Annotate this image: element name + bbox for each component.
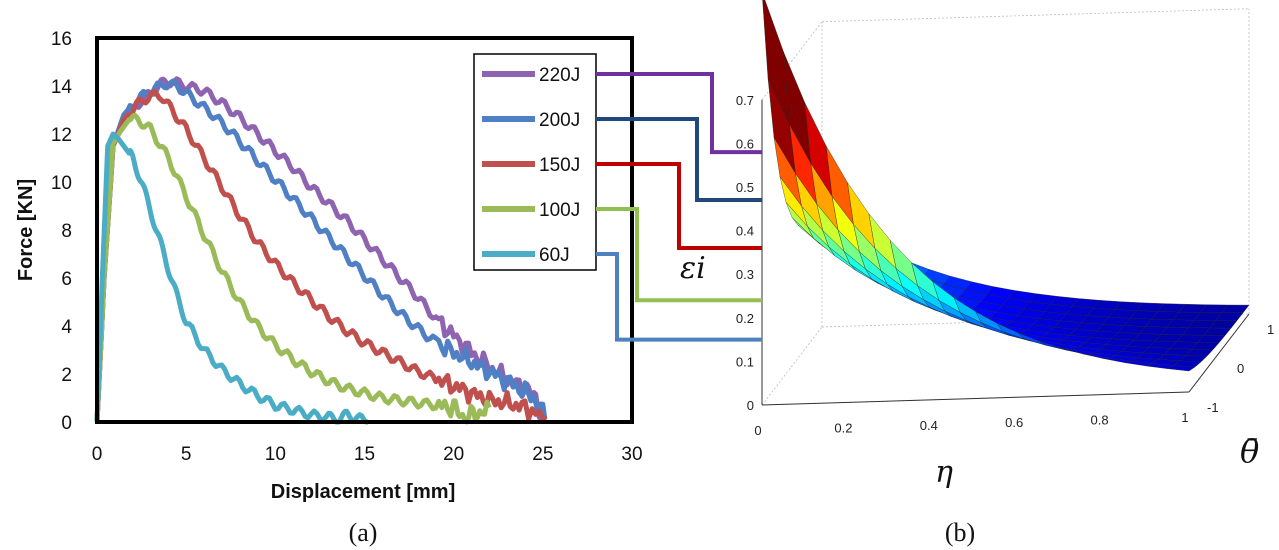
x-tick-label: 5	[181, 444, 192, 465]
y-tick-label: 2	[61, 365, 72, 386]
series-lines	[94, 76, 548, 425]
series-line-200J	[94, 78, 548, 423]
legend-label-150J: 150J	[539, 155, 580, 176]
series-line-60J	[94, 131, 369, 425]
x-axis-ticks-3d: 0 0.2 0.4 0.6 0.8 1	[754, 410, 1188, 438]
x-tick-label: 30	[621, 444, 642, 465]
x-axis-line-3d	[761, 391, 1190, 406]
y-tick-label-3d: -1	[1207, 400, 1219, 415]
legend-label-220J: 220J	[539, 65, 580, 86]
force-displacement-chart: 0 2 4 6 8 10 12 14 16 0 5 10 15 20 25 30 Displacement …	[15, 29, 643, 547]
y-tick-label: 6	[61, 269, 72, 290]
surface-mesh	[762, 0, 1250, 372]
z-tick-label: 0.6	[736, 136, 754, 151]
y-tick-label: 8	[61, 221, 72, 242]
x-tick-label: 15	[354, 444, 375, 465]
legend-label-200J: 200J	[539, 110, 580, 131]
z-axis-ticks: 0 0.1 0.2 0.3 0.4 0.5 0.6 0.7	[736, 93, 754, 413]
y-axis-ticks-3d: -1 0 1	[1207, 322, 1274, 415]
surface-patch	[762, 0, 790, 125]
y-tick-label: 10	[51, 173, 72, 194]
axes-box-edge	[821, 8, 1250, 23]
x-axis-title-3d: η	[935, 455, 953, 490]
x-tick-label: 0	[92, 444, 103, 465]
y-tick-label: 4	[61, 317, 72, 338]
x-axis-ticks: 0 5 10 15 20 25 30	[92, 444, 643, 465]
x-tick-label-3d: 0.4	[920, 418, 938, 433]
y-tick-label: 16	[51, 29, 72, 50]
y-tick-label-3d: 0	[1237, 361, 1244, 376]
connector-200J	[596, 117, 762, 202]
x-tick-label-3d: 1	[1181, 410, 1188, 425]
legend: 220J 200J 150J 100J 60J	[473, 53, 597, 271]
x-tick-label-3d: 0.6	[1005, 415, 1023, 430]
x-tick-label: 10	[265, 444, 286, 465]
legend-label-60J: 60J	[539, 245, 570, 266]
z-tick-label: 0.2	[736, 311, 754, 326]
x-tick-label-3d: 0.2	[834, 420, 852, 435]
x-axis-title: Displacement [mm]	[271, 481, 456, 503]
series-line-100J	[94, 112, 492, 425]
connector-220J	[596, 72, 762, 155]
z-tick-label: 0.7	[736, 93, 754, 108]
y-axis-line-3d	[1188, 313, 1250, 393]
legend-label-100J: 100J	[539, 200, 580, 221]
panel-label-a: (a)	[349, 518, 378, 547]
y-tick-label: 12	[51, 125, 72, 146]
z-tick-label: 0	[747, 398, 754, 413]
z-axis-title-3d: εi	[680, 251, 706, 286]
x-tick-label: 25	[532, 444, 553, 465]
series-line-150J	[94, 88, 548, 423]
y-tick-label: 14	[51, 77, 73, 98]
z-tick-label: 0.3	[736, 267, 754, 282]
legend-connectors	[596, 72, 762, 342]
z-tick-label: 0.1	[736, 354, 754, 369]
x-tick-label-3d: 0.8	[1091, 413, 1109, 428]
plot-frame	[95, 36, 634, 424]
x-tick-label-3d: 0	[754, 423, 761, 438]
connector-150J	[596, 162, 762, 250]
y-axis-title: Force [KN]	[15, 179, 37, 281]
y-tick-label-3d: 1	[1267, 322, 1274, 337]
series-line-220J	[94, 76, 545, 423]
z-tick-label: 0.4	[736, 224, 754, 239]
y-tick-label: 0	[61, 413, 72, 434]
strain-surface-chart: 0 0.1 0.2 0.3 0.4 0.5 0.6 0.7 0 0.2 0.4 0.6 0.8 1 -1…	[680, 0, 1274, 547]
connector-60J	[596, 252, 762, 342]
axes-box-edge	[761, 326, 823, 406]
z-tick-label: 0.5	[736, 180, 754, 195]
y-axis-ticks: 0 2 4 6 8 10 12 14 16	[51, 29, 73, 434]
panel-label-b: (b)	[945, 518, 975, 547]
connector-100J	[596, 207, 762, 303]
x-tick-label: 20	[443, 444, 464, 465]
y-axis-title-3d: θ̄	[1240, 432, 1259, 470]
